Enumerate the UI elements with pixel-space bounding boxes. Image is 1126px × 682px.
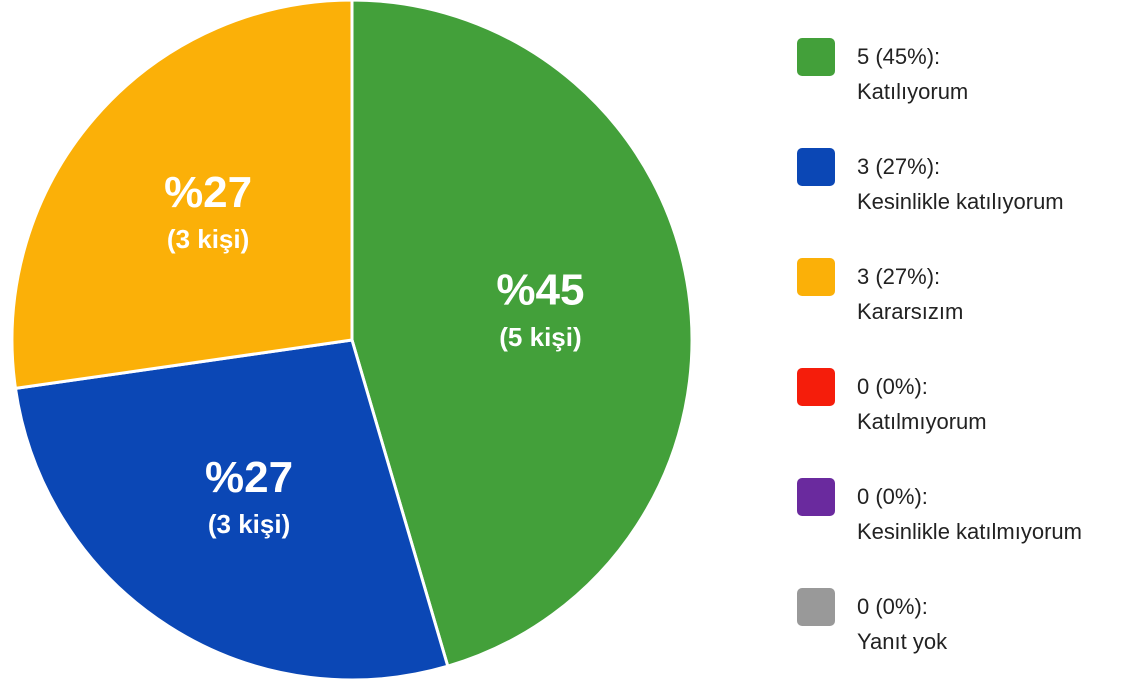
pie-slice [350,0,694,669]
pie-slice [10,0,354,391]
slice-count-label: (5 kişi) [499,322,581,352]
legend-label: Katılmıyorum [857,409,987,434]
slice-count-label: (3 kişi) [167,224,249,254]
legend-value: 5 (45%): [857,44,940,69]
slice-label: %27 [205,453,293,502]
legend-swatch [797,148,835,186]
legend-label: Kesinlikle katılıyorum [857,189,1064,214]
legend-label: Yanıt yok [857,629,948,654]
slice-count-label: (3 kişi) [208,509,290,539]
legend-value: 0 (0%): [857,484,928,509]
legend-value: 0 (0%): [857,374,928,399]
pie-slice [13,338,450,682]
legend-swatch [797,368,835,406]
legend-value: 0 (0%): [857,594,928,619]
slice-label: %27 [164,168,252,217]
legend-value: 3 (27%): [857,264,940,289]
legend-label: Katılıyorum [857,79,968,104]
slice-label: %45 [496,266,584,315]
legend-swatch [797,38,835,76]
legend-value: 3 (27%): [857,154,940,179]
legend-swatch [797,588,835,626]
legend-swatch [797,258,835,296]
legend-label: Kararsızım [857,299,963,324]
legend-label: Kesinlikle katılmıyorum [857,519,1082,544]
legend-swatch [797,478,835,516]
